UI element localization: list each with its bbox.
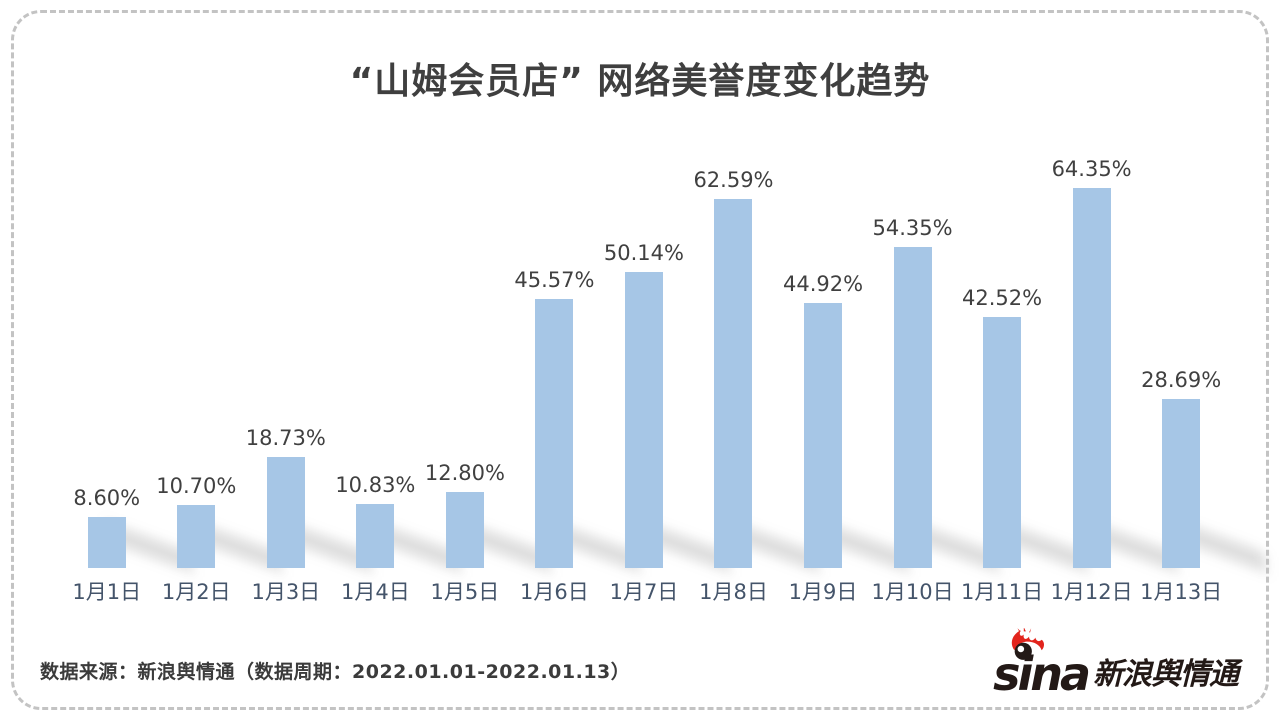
bar-column: 50.14% 1月7日 [599,150,689,614]
bar-value-label: 18.73% [245,426,326,450]
bar [356,504,395,568]
x-axis-label: 1月3日 [251,580,321,604]
bar-value-label: 42.52% [962,286,1043,310]
x-axis-label: 1月11日 [961,580,1044,604]
x-axis-label: 1月7日 [609,580,679,604]
bar-value-label: 50.14% [603,241,684,265]
bar [804,303,843,568]
bar-chart: 8.60% 1月1日 10.70% 1月2日 18.73% 1月3日 10.83% 1月4日 1… [62,150,1226,614]
x-axis-label: 1月5日 [430,580,500,604]
bar [445,492,484,568]
bar-column: 8.60% 1月1日 [62,150,152,614]
x-axis-label: 1月2日 [161,580,231,604]
bar [87,517,126,568]
x-axis-label: 1月4日 [340,580,410,604]
sina-brand-text: 新浪舆情通 [1093,657,1239,692]
x-axis-label: 1月12日 [1050,580,1133,604]
bar-value-label: 45.57% [514,268,595,292]
bar-column: 10.83% 1月4日 [331,150,421,614]
bar-column: 42.52% 1月11日 [957,150,1047,614]
x-axis-label: 1月10日 [871,580,954,604]
bar-value-label: 12.80% [424,461,505,485]
x-axis-label: 1月13日 [1140,580,1223,604]
bar [177,505,216,568]
bar-value-label: 54.35% [872,216,953,240]
bar-value-label: 62.59% [693,168,774,192]
bar [893,247,932,568]
bar-column: 28.69% 1月13日 [1136,150,1226,614]
sina-wordmark-text: sina [993,647,1091,702]
bar-value-label: 28.69% [1141,368,1222,392]
bar-column: 18.73% 1月3日 [241,150,331,614]
bar [1162,399,1201,568]
bar-column: 45.57% 1月6日 [510,150,600,614]
bar [535,299,574,568]
bar [266,457,305,568]
data-source-note: 数据来源：新浪舆情通（数据周期：2022.01.01-2022.01.13） [40,661,631,683]
sina-eye-icon [1011,628,1045,661]
bar [983,317,1022,568]
bar-value-label: 8.60% [73,486,141,510]
bar-value-label: 10.83% [335,473,416,497]
x-axis-label: 1月9日 [788,580,858,604]
bar [714,199,753,568]
bar-column: 12.80% 1月5日 [420,150,510,614]
bar-column: 44.92% 1月9日 [778,150,868,614]
bar [1072,188,1111,568]
bar-value-label: 44.92% [782,272,864,296]
bar-column: 62.59% 1月8日 [689,150,779,614]
chart-title: “山姆会员店” 网络美誉度变化趋势 [349,61,931,102]
bar-column: 64.35% 1月12日 [1047,150,1137,614]
x-axis-label: 1月6日 [520,580,589,604]
x-axis-label: 1月8日 [699,580,768,604]
x-axis-label: 1月1日 [72,580,142,604]
bar-column: 10.70% 1月2日 [152,150,242,614]
bar-value-label: 64.35% [1051,157,1132,181]
sina-wordmark: sina [993,628,1091,697]
bar-column: 54.35% 1月10日 [868,150,958,614]
bar [624,272,663,568]
sina-logo: sina 新浪舆情通 [993,628,1239,697]
bar-value-label: 10.70% [156,474,237,498]
